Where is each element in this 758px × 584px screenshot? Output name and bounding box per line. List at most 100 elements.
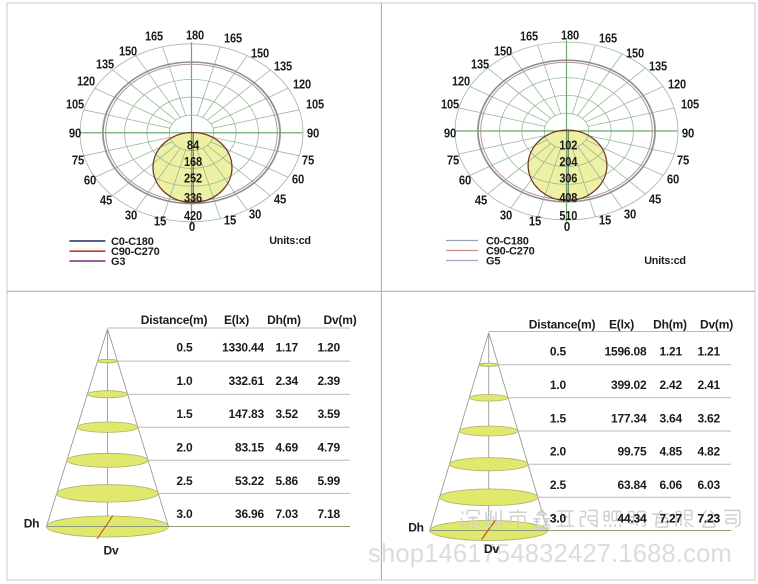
svg-text:510: 510 bbox=[559, 208, 577, 223]
svg-text:2.41: 2.41 bbox=[697, 378, 720, 392]
svg-text:83.15: 83.15 bbox=[235, 441, 265, 455]
svg-text:Distance(m): Distance(m) bbox=[529, 318, 596, 332]
svg-text:180: 180 bbox=[561, 28, 579, 43]
svg-text:75: 75 bbox=[447, 153, 459, 168]
svg-text:1.5: 1.5 bbox=[550, 412, 567, 426]
svg-text:168: 168 bbox=[184, 154, 202, 169]
svg-text:Dv: Dv bbox=[484, 542, 499, 556]
svg-text:45: 45 bbox=[475, 193, 487, 208]
svg-text:120: 120 bbox=[77, 74, 95, 89]
svg-text:1.20: 1.20 bbox=[317, 341, 340, 355]
svg-text:75: 75 bbox=[72, 153, 84, 168]
svg-text:3.0: 3.0 bbox=[550, 512, 567, 526]
svg-text:2.5: 2.5 bbox=[550, 478, 567, 492]
svg-text:332.61: 332.61 bbox=[228, 374, 264, 388]
svg-text:3.0: 3.0 bbox=[176, 507, 193, 521]
svg-text:102: 102 bbox=[559, 138, 577, 153]
svg-text:4.85: 4.85 bbox=[659, 445, 682, 459]
svg-text:6.06: 6.06 bbox=[659, 478, 682, 492]
svg-text:5.99: 5.99 bbox=[317, 474, 340, 488]
svg-text:63.84: 63.84 bbox=[617, 478, 647, 492]
svg-text:1596.08: 1596.08 bbox=[605, 345, 648, 359]
svg-text:45: 45 bbox=[274, 192, 286, 207]
svg-text:2.0: 2.0 bbox=[550, 445, 567, 459]
svg-text:4.69: 4.69 bbox=[275, 441, 298, 455]
svg-text:C90-C270: C90-C270 bbox=[111, 246, 160, 258]
svg-text:60: 60 bbox=[292, 172, 304, 187]
svg-text:0: 0 bbox=[189, 219, 195, 234]
svg-text:2.42: 2.42 bbox=[659, 378, 682, 392]
svg-text:0.5: 0.5 bbox=[550, 345, 567, 359]
svg-text:1.0: 1.0 bbox=[176, 374, 193, 388]
svg-text:7.23: 7.23 bbox=[697, 512, 720, 526]
svg-text:3.0: 3.0 bbox=[550, 512, 567, 526]
svg-text:3.62: 3.62 bbox=[697, 412, 720, 426]
svg-text:165: 165 bbox=[224, 31, 242, 46]
svg-text:105: 105 bbox=[66, 97, 84, 112]
svg-text:1330.44: 1330.44 bbox=[222, 341, 265, 355]
svg-text:165: 165 bbox=[520, 29, 538, 44]
svg-text:45: 45 bbox=[100, 193, 112, 208]
svg-text:180: 180 bbox=[186, 28, 204, 43]
svg-text:Distance(m): Distance(m) bbox=[141, 313, 208, 327]
svg-text:120: 120 bbox=[293, 77, 311, 92]
svg-text:60: 60 bbox=[667, 172, 679, 187]
svg-text:1.17: 1.17 bbox=[275, 341, 298, 355]
svg-text:Dv(m): Dv(m) bbox=[700, 318, 733, 332]
svg-text:15: 15 bbox=[224, 213, 236, 228]
svg-text:177.34: 177.34 bbox=[611, 412, 647, 426]
svg-text:0.5: 0.5 bbox=[176, 341, 193, 355]
svg-text:E(lx): E(lx) bbox=[609, 318, 634, 332]
svg-text:4.79: 4.79 bbox=[317, 441, 340, 455]
svg-text:Units:cd: Units:cd bbox=[269, 235, 311, 247]
svg-text:Dv(m): Dv(m) bbox=[323, 313, 356, 327]
svg-text:53.22: 53.22 bbox=[235, 474, 265, 488]
svg-text:4.82: 4.82 bbox=[697, 445, 720, 459]
svg-text:408: 408 bbox=[559, 190, 577, 205]
svg-text:1.21: 1.21 bbox=[659, 345, 682, 359]
svg-text:Units:cd: Units:cd bbox=[644, 255, 686, 267]
svg-text:2.39: 2.39 bbox=[317, 374, 340, 388]
svg-text:420: 420 bbox=[184, 208, 202, 223]
svg-text:Dv: Dv bbox=[104, 544, 119, 558]
svg-text:120: 120 bbox=[668, 77, 686, 92]
svg-text:90: 90 bbox=[69, 126, 81, 141]
svg-text:150: 150 bbox=[494, 44, 512, 59]
svg-text:150: 150 bbox=[119, 44, 137, 59]
svg-text:6.03: 6.03 bbox=[697, 478, 720, 492]
svg-text:15: 15 bbox=[154, 214, 166, 229]
svg-text:60: 60 bbox=[84, 173, 96, 188]
svg-text:306: 306 bbox=[559, 171, 577, 186]
svg-text:2.0: 2.0 bbox=[176, 441, 193, 455]
svg-text:7.03: 7.03 bbox=[275, 507, 298, 521]
svg-text:7.27: 7.27 bbox=[659, 512, 682, 526]
svg-text:15: 15 bbox=[529, 214, 541, 229]
svg-text:Dh(m): Dh(m) bbox=[267, 313, 301, 327]
svg-text:1.21: 1.21 bbox=[697, 345, 720, 359]
svg-text:1.5: 1.5 bbox=[176, 407, 193, 421]
svg-text:75: 75 bbox=[677, 153, 689, 168]
svg-text:15: 15 bbox=[599, 213, 611, 228]
svg-text:75: 75 bbox=[302, 153, 314, 168]
svg-text:105: 105 bbox=[306, 97, 324, 112]
svg-text:C0-C180: C0-C180 bbox=[486, 235, 529, 247]
svg-text:Dv: Dv bbox=[484, 542, 499, 556]
svg-text:36.96: 36.96 bbox=[235, 507, 265, 521]
svg-text:135: 135 bbox=[274, 59, 292, 74]
svg-text:30: 30 bbox=[500, 208, 512, 223]
svg-text:252: 252 bbox=[184, 171, 202, 186]
svg-text:90: 90 bbox=[307, 126, 319, 141]
svg-text:90: 90 bbox=[444, 126, 456, 141]
svg-text:204: 204 bbox=[559, 154, 578, 169]
svg-text:3.59: 3.59 bbox=[317, 407, 340, 421]
svg-text:135: 135 bbox=[96, 57, 114, 72]
svg-text:7.18: 7.18 bbox=[317, 507, 340, 521]
svg-text:150: 150 bbox=[251, 46, 269, 61]
svg-text:shop1461754832427.1688.com: shop1461754832427.1688.com bbox=[368, 540, 732, 568]
svg-text:99.75: 99.75 bbox=[617, 445, 647, 459]
svg-text:165: 165 bbox=[599, 31, 617, 46]
svg-text:Dh: Dh bbox=[408, 521, 424, 535]
svg-text:399.02: 399.02 bbox=[611, 378, 647, 392]
svg-text:30: 30 bbox=[249, 207, 261, 222]
svg-text:105: 105 bbox=[441, 97, 459, 112]
